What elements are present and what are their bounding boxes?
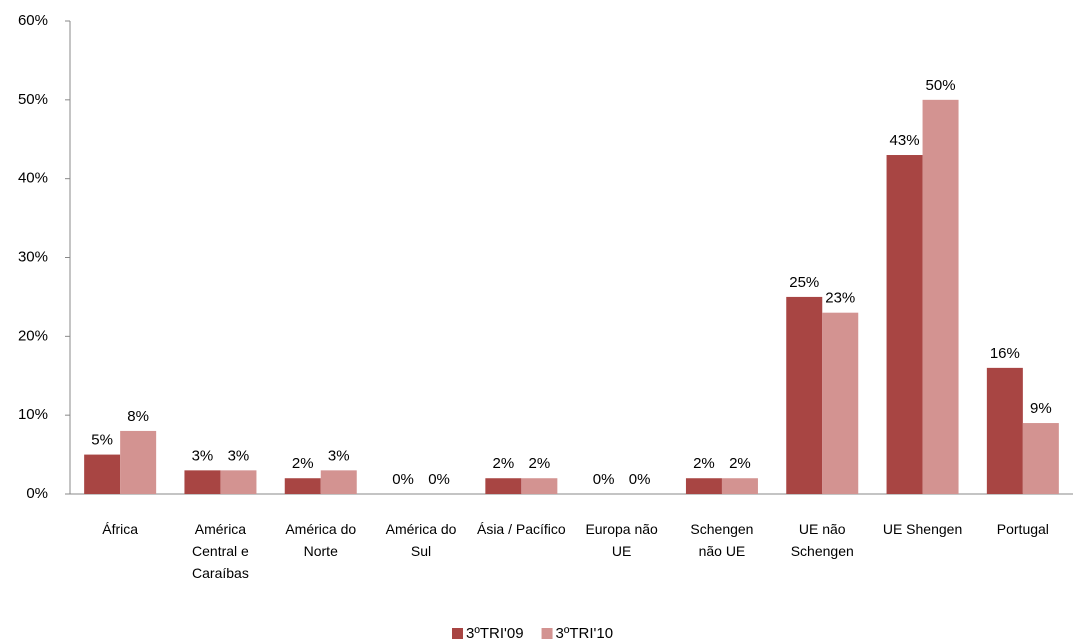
x-tick-label: África [102, 521, 139, 537]
y-tick-label: 0% [26, 485, 48, 502]
bar [822, 312, 859, 494]
data-label: 2% [292, 455, 314, 472]
x-tick-label: América do Sul [385, 521, 457, 559]
data-label: 2% [693, 455, 715, 472]
y-tick-label: 40% [18, 170, 48, 187]
data-label: 25% [789, 274, 819, 291]
data-label: 9% [1030, 400, 1052, 417]
bar [320, 470, 357, 494]
bar [84, 454, 121, 494]
legend-swatch [541, 628, 553, 639]
data-label: 0% [392, 471, 414, 488]
bar [184, 470, 221, 494]
y-tick-label: 30% [18, 248, 48, 265]
data-label: 16% [990, 345, 1020, 362]
data-label: 3% [192, 447, 214, 464]
data-label: 0% [629, 471, 651, 488]
data-label: 23% [825, 290, 855, 307]
legend-label: 3ºTRI'10 [556, 625, 614, 642]
bar [685, 478, 722, 494]
bar [120, 430, 157, 494]
x-tick-label: UE não Schengen [790, 521, 854, 559]
data-label: 0% [428, 471, 450, 488]
data-label: 50% [926, 77, 956, 94]
data-label: 43% [890, 132, 920, 149]
x-tick-label: Portugal [996, 521, 1049, 537]
x-tick-label: Schengen não UE [690, 521, 754, 559]
y-tick-label: 10% [18, 406, 48, 423]
y-tick-label: 50% [18, 91, 48, 108]
bar [485, 478, 522, 494]
bar [220, 470, 257, 494]
y-tick-label: 60% [18, 12, 48, 29]
data-label: 2% [729, 455, 751, 472]
data-label: 2% [529, 455, 551, 472]
bar [922, 99, 959, 494]
bar [786, 296, 823, 494]
bar [284, 478, 321, 494]
x-tick-label: UE Shengen [882, 521, 963, 537]
bar [886, 155, 923, 494]
bar [986, 367, 1023, 494]
data-label: 8% [127, 408, 149, 425]
bar [521, 478, 558, 494]
x-tick-label: América do Norte [285, 521, 357, 559]
data-label: 2% [493, 455, 515, 472]
x-tick-label: Ásia / Pacífico [476, 521, 566, 537]
data-label: 3% [328, 447, 350, 464]
bar [1022, 423, 1059, 494]
x-tick-label: Europa não UE [585, 521, 658, 559]
legend-swatch [452, 628, 463, 639]
data-label: 0% [593, 471, 615, 488]
data-label: 3% [228, 447, 250, 464]
bar [721, 478, 758, 494]
legend-label: 3ºTRI'09 [466, 625, 524, 642]
data-label: 5% [91, 432, 113, 449]
y-tick-label: 20% [18, 327, 48, 344]
x-tick-label: América Central e Caraíbas [192, 521, 249, 581]
